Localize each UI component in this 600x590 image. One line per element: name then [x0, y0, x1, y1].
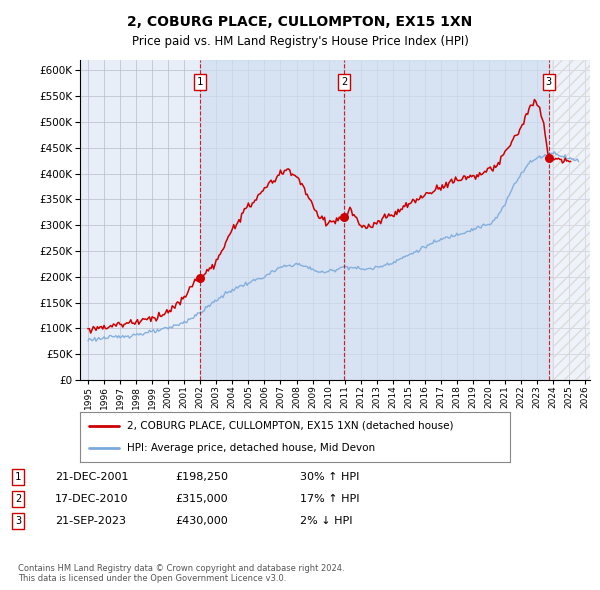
Text: 30% ↑ HPI: 30% ↑ HPI — [300, 472, 359, 482]
Text: 3: 3 — [545, 77, 552, 87]
Text: £315,000: £315,000 — [175, 494, 227, 504]
Text: 21-SEP-2023: 21-SEP-2023 — [55, 516, 126, 526]
Bar — [200, 60, 344, 380]
Text: HPI: Average price, detached house, Mid Devon: HPI: Average price, detached house, Mid … — [127, 443, 376, 453]
Text: 21-DEC-2001: 21-DEC-2001 — [55, 472, 128, 482]
Bar — [344, 60, 548, 380]
Text: 2: 2 — [341, 77, 347, 87]
Bar — [553, 60, 593, 380]
Text: Price paid vs. HM Land Registry's House Price Index (HPI): Price paid vs. HM Land Registry's House … — [131, 35, 469, 48]
Bar — [548, 60, 593, 380]
Text: 1: 1 — [15, 472, 21, 482]
Bar — [553, 60, 593, 380]
Text: 2: 2 — [15, 494, 21, 504]
Text: 17% ↑ HPI: 17% ↑ HPI — [300, 494, 359, 504]
Text: 17-DEC-2010: 17-DEC-2010 — [55, 494, 128, 504]
Text: Contains HM Land Registry data © Crown copyright and database right 2024.
This d: Contains HM Land Registry data © Crown c… — [18, 563, 344, 583]
Text: 2, COBURG PLACE, CULLOMPTON, EX15 1XN: 2, COBURG PLACE, CULLOMPTON, EX15 1XN — [127, 15, 473, 29]
Text: 2% ↓ HPI: 2% ↓ HPI — [300, 516, 353, 526]
Text: £198,250: £198,250 — [175, 472, 228, 482]
Text: 3: 3 — [15, 516, 21, 526]
Text: 1: 1 — [197, 77, 203, 87]
Text: 2, COBURG PLACE, CULLOMPTON, EX15 1XN (detached house): 2, COBURG PLACE, CULLOMPTON, EX15 1XN (d… — [127, 421, 454, 431]
Text: £430,000: £430,000 — [175, 516, 228, 526]
